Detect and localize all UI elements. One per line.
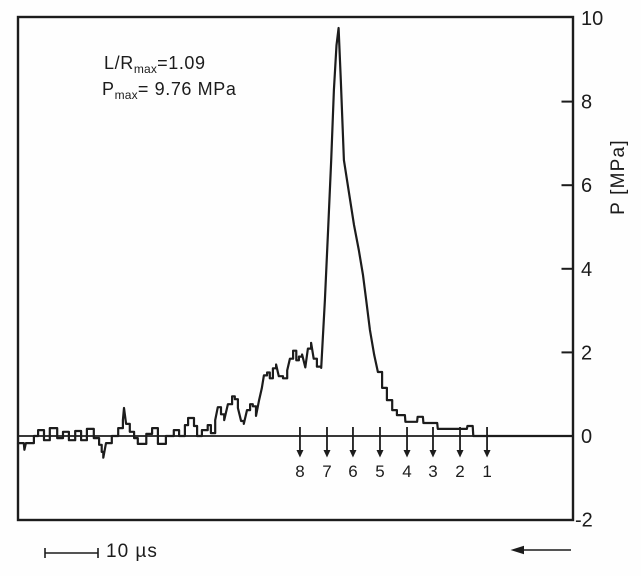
- y-tick-label-10: 10: [581, 8, 603, 30]
- marker-label-1: 1: [482, 462, 491, 481]
- y-tick-label-8: 8: [581, 92, 592, 114]
- time-direction-arrowhead: [510, 545, 524, 555]
- annotation-peak-pressure: Pmax= 9.76 MPa: [102, 79, 236, 102]
- pmax-base: P: [102, 79, 115, 99]
- marker-label-7: 7: [322, 462, 331, 481]
- marker-label-4: 4: [402, 462, 411, 481]
- lr-subscript: max: [133, 62, 158, 76]
- lr-value: =1.09: [157, 53, 206, 73]
- annotation-lr-ratio: L/Rmax=1.09: [104, 53, 206, 76]
- marker-arrowhead-2: [456, 450, 464, 458]
- marker-arrowhead-1: [483, 450, 491, 458]
- marker-label-8: 8: [295, 462, 304, 481]
- marker-label-2: 2: [455, 462, 464, 481]
- pressure-trace: [16, 26, 574, 459]
- marker-label-6: 6: [348, 462, 357, 481]
- marker-label-3: 3: [428, 462, 437, 481]
- marker-arrowhead-5: [376, 450, 384, 458]
- pmax-value: = 9.76 MPa: [137, 79, 237, 99]
- y-tick-label-0: 0: [581, 426, 592, 448]
- y-tick-label-4: 4: [581, 259, 592, 281]
- scalebar-label: 10 µs: [106, 541, 158, 562]
- marker-arrowhead-4: [403, 450, 411, 458]
- marker-arrowhead-8: [296, 450, 304, 458]
- marker-label-5: 5: [375, 462, 384, 481]
- pmax-subscript: max: [114, 88, 138, 102]
- y-axis-label: P [MPa]: [608, 139, 629, 215]
- y-tick-label-2: 2: [581, 342, 592, 364]
- y-tick-label--2: -2: [575, 510, 593, 532]
- marker-arrowhead-6: [349, 450, 357, 458]
- y-tick-label-6: 6: [581, 175, 592, 197]
- marker-arrowhead-3: [429, 450, 437, 458]
- lr-base: L/R: [104, 53, 134, 73]
- marker-arrowhead-7: [323, 450, 331, 458]
